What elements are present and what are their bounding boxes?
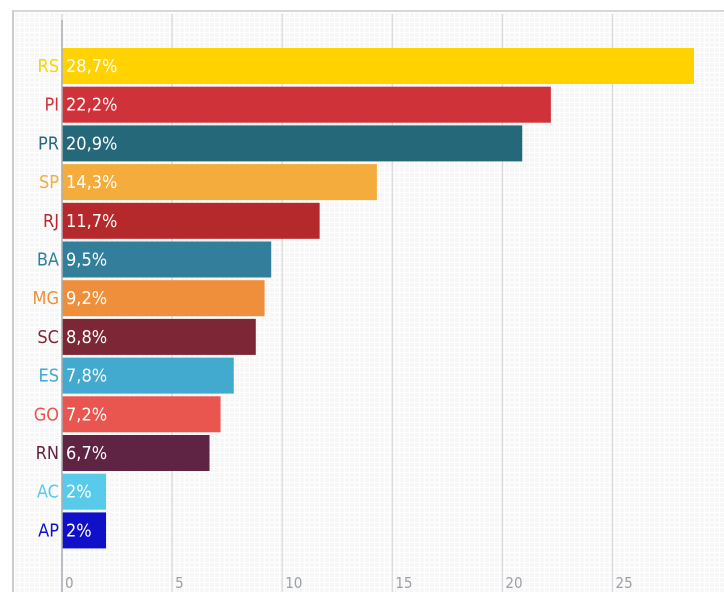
category-label: BA xyxy=(37,250,59,271)
bar xyxy=(62,357,234,394)
bar xyxy=(62,202,320,239)
bar xyxy=(62,473,107,510)
data-label: 7,2% xyxy=(66,404,107,425)
bar xyxy=(62,396,221,433)
data-label: 2% xyxy=(66,520,92,541)
category-label: ES xyxy=(38,366,59,387)
category-label: RS xyxy=(37,56,59,77)
bar xyxy=(62,164,377,201)
data-label: 28,7% xyxy=(66,56,117,77)
bar xyxy=(62,318,256,355)
data-label: 14,3% xyxy=(66,172,117,193)
data-label: 6,7% xyxy=(66,443,107,464)
x-tick-label: 20 xyxy=(505,574,522,592)
data-label: 2% xyxy=(66,482,92,503)
bar xyxy=(62,280,265,317)
x-tick-label: 15 xyxy=(395,574,412,592)
category-label: AP xyxy=(38,520,59,541)
bar xyxy=(62,512,107,549)
category-label: SP xyxy=(39,172,59,193)
bar xyxy=(62,435,210,471)
category-label: MG xyxy=(32,288,59,309)
data-label: 22,2% xyxy=(66,95,117,116)
data-label: 7,8% xyxy=(66,366,107,387)
category-label: RJ xyxy=(43,211,59,232)
category-label: GO xyxy=(34,404,59,425)
data-label: 9,5% xyxy=(66,250,107,271)
bar xyxy=(62,48,694,84)
data-label: 8,8% xyxy=(66,327,107,348)
category-label: PI xyxy=(44,95,59,116)
data-label: 20,9% xyxy=(66,133,117,154)
bar xyxy=(62,241,272,278)
category-label: SC xyxy=(37,327,59,348)
x-tick-label: 10 xyxy=(285,574,302,592)
x-tick-label: 5 xyxy=(175,574,184,592)
data-label: 11,7% xyxy=(66,211,117,232)
bar xyxy=(62,125,523,162)
x-tick-label: 25 xyxy=(616,574,633,592)
bar xyxy=(62,86,551,123)
x-tick-label: 0 xyxy=(65,574,74,592)
category-label: AC xyxy=(37,482,59,503)
data-label: 9,2% xyxy=(66,288,107,309)
category-label: RN xyxy=(36,443,59,464)
category-label: PR xyxy=(38,133,59,154)
